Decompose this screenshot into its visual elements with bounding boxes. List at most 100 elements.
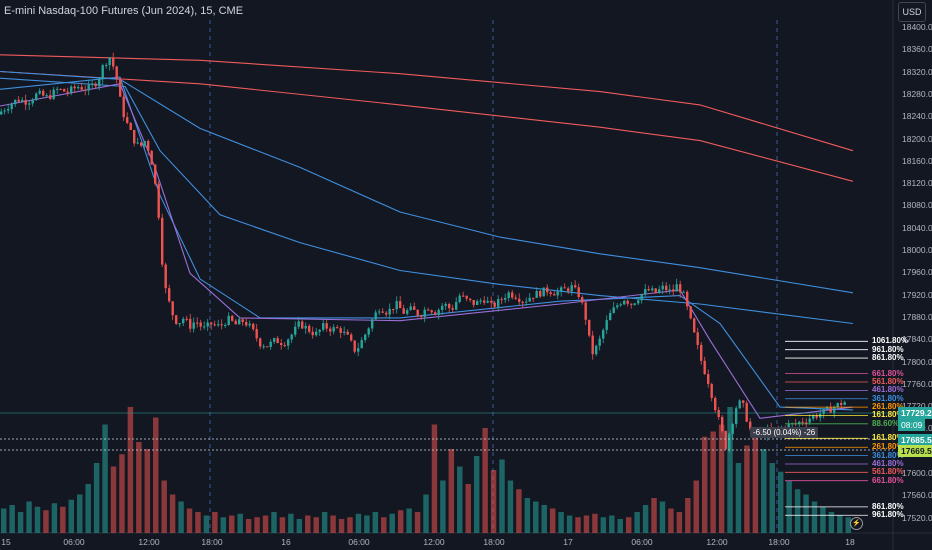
candle-body xyxy=(703,360,706,375)
candle-body xyxy=(836,403,839,408)
countdown-tag: 08:09 xyxy=(898,419,926,431)
candle-body xyxy=(101,65,104,80)
candle-body xyxy=(395,301,398,310)
candle-body xyxy=(430,310,433,313)
volume-bar xyxy=(685,498,691,533)
candle-body xyxy=(437,309,440,315)
candle-body xyxy=(787,424,790,430)
volume-bar xyxy=(549,508,556,533)
candle-body xyxy=(504,298,507,300)
volume-bar xyxy=(262,515,269,533)
volume-bar xyxy=(592,513,598,533)
volume-bar xyxy=(220,517,227,533)
candle-body xyxy=(108,57,111,66)
time-tick-label: 06:00 xyxy=(63,537,85,547)
candle-body xyxy=(444,304,447,306)
volume-bar xyxy=(93,463,100,533)
candle-body xyxy=(56,88,59,90)
volume-bar xyxy=(1,508,7,533)
volume-bar xyxy=(102,424,108,533)
volume-bar xyxy=(609,515,615,533)
candle-body xyxy=(675,284,678,292)
volume-bar xyxy=(440,480,446,533)
candle-body xyxy=(420,315,423,318)
candle-body xyxy=(224,324,227,326)
price-tick-label: 17840.00 xyxy=(902,334,932,345)
time-tick-label: 17 xyxy=(563,537,573,547)
volume-bar xyxy=(161,480,167,533)
volume-bar xyxy=(381,517,387,533)
candle-body xyxy=(609,312,612,321)
candle-body xyxy=(227,315,230,325)
candle-body xyxy=(553,294,556,296)
lightning-icon[interactable]: ⚡ xyxy=(850,517,863,530)
volume-bar xyxy=(127,407,134,533)
volume-bar xyxy=(482,428,488,533)
candle-body xyxy=(822,408,825,414)
volume-bar xyxy=(676,512,683,533)
candle-body xyxy=(21,99,24,102)
time-tick-label: 12:00 xyxy=(138,537,160,547)
candle-body xyxy=(549,292,552,295)
time-tick-label: 12:00 xyxy=(706,537,728,547)
candle-body xyxy=(738,400,741,409)
candle-body xyxy=(161,217,164,265)
candle-body xyxy=(234,320,237,325)
time-tick-label: 18:00 xyxy=(201,537,223,547)
volume-bar xyxy=(735,463,742,533)
candle-body xyxy=(577,287,580,298)
fib-label: 561.80% xyxy=(872,467,904,477)
candle-body xyxy=(122,96,125,118)
candle-body xyxy=(525,301,528,303)
candle-body xyxy=(70,86,73,93)
volume-bar xyxy=(330,515,336,533)
candle-body xyxy=(203,326,206,328)
candle-body xyxy=(595,345,598,355)
currency-button[interactable]: USD xyxy=(898,2,926,22)
candle-body xyxy=(38,90,41,94)
volume-bar xyxy=(507,480,514,533)
volume-bar xyxy=(761,449,767,533)
time-tick-label: 06:00 xyxy=(348,537,370,547)
volume-bar xyxy=(642,505,649,533)
candle-body xyxy=(318,329,321,332)
time-tick-label: 12:00 xyxy=(423,537,445,547)
candle-body xyxy=(248,323,251,326)
fib-label: 361.80% xyxy=(872,393,904,403)
volume-bar xyxy=(651,498,657,533)
candle-body xyxy=(73,86,76,89)
candle-body xyxy=(322,323,325,330)
candle-body xyxy=(343,331,346,333)
candle-body xyxy=(700,344,703,361)
volume-bar xyxy=(524,498,531,533)
volume-bar xyxy=(338,519,345,533)
candle-body xyxy=(476,301,479,305)
candle-body xyxy=(283,345,286,347)
candle-body xyxy=(413,306,416,310)
candle-body xyxy=(651,288,654,291)
candle-body xyxy=(385,312,388,315)
candle-body xyxy=(269,341,272,347)
candle-body xyxy=(623,300,626,305)
candle-body xyxy=(546,287,549,293)
volume-bar xyxy=(617,519,623,533)
symbol-title[interactable]: E-mini Nasdaq-100 Futures (Jun 2024), 15… xyxy=(4,5,244,17)
fib-label: 861.80% xyxy=(872,501,904,511)
volume-bar xyxy=(583,515,590,533)
time-tick-label: 18 xyxy=(845,537,855,547)
candle-body xyxy=(745,402,748,422)
candle-body xyxy=(339,328,342,333)
candle-body xyxy=(448,304,451,309)
candle-body xyxy=(605,320,608,330)
candle-body xyxy=(490,301,493,303)
volume-bar xyxy=(51,503,58,533)
volume-bar xyxy=(178,501,184,533)
price-tick-label: 18280.00 xyxy=(902,88,932,99)
level-tag-2: 17669.50 xyxy=(898,445,932,457)
candle-body xyxy=(378,311,381,313)
volume-bar xyxy=(60,506,66,533)
candle-body xyxy=(721,416,724,432)
candle-body xyxy=(682,291,685,293)
candle-body xyxy=(357,348,360,352)
